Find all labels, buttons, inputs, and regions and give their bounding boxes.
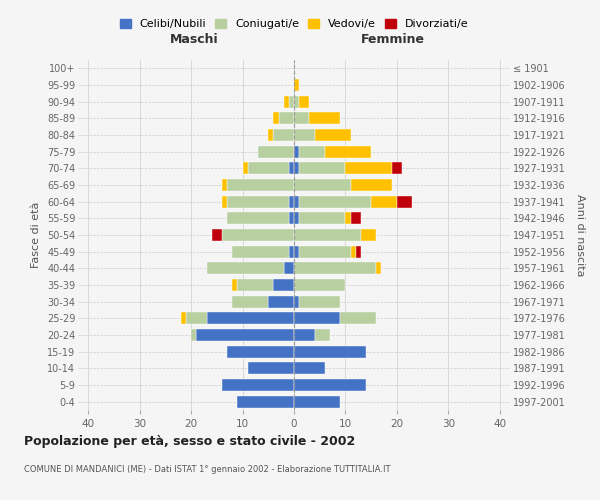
Text: Femmine: Femmine (361, 33, 425, 46)
Bar (284, 96, 289, 108)
Bar (299, 146, 325, 158)
Bar (268, 129, 274, 141)
Bar (186, 312, 206, 324)
Bar (350, 179, 392, 191)
Y-axis label: Anni di nascita: Anni di nascita (575, 194, 585, 276)
Bar (274, 129, 294, 141)
Bar (222, 179, 227, 191)
Bar (294, 296, 299, 308)
Bar (289, 196, 294, 207)
Bar (294, 246, 299, 258)
Bar (340, 312, 376, 324)
Bar (294, 279, 346, 291)
Text: Popolazione per età, sesso e stato civile - 2002: Popolazione per età, sesso e stato civil… (24, 435, 355, 448)
Bar (238, 396, 294, 407)
Bar (227, 179, 294, 191)
Bar (294, 379, 366, 391)
Bar (299, 246, 350, 258)
Bar (238, 279, 274, 291)
Bar (222, 196, 227, 207)
Bar (294, 129, 314, 141)
Bar (248, 162, 289, 174)
Bar (294, 262, 376, 274)
Y-axis label: Fasce di età: Fasce di età (31, 202, 41, 268)
Bar (294, 312, 340, 324)
Text: Maschi: Maschi (170, 33, 219, 46)
Bar (392, 162, 402, 174)
Bar (299, 296, 340, 308)
Bar (278, 112, 294, 124)
Bar (325, 146, 371, 158)
Bar (314, 129, 350, 141)
Bar (314, 329, 330, 341)
Bar (284, 262, 294, 274)
Bar (212, 229, 222, 241)
Bar (294, 229, 361, 241)
Bar (268, 296, 294, 308)
Bar (274, 279, 294, 291)
Bar (242, 162, 248, 174)
Bar (299, 196, 371, 207)
Bar (294, 96, 299, 108)
Bar (232, 279, 238, 291)
Bar (361, 229, 376, 241)
Bar (294, 79, 299, 91)
Bar (294, 146, 299, 158)
Bar (310, 112, 340, 124)
Bar (222, 379, 294, 391)
Bar (294, 162, 299, 174)
Bar (299, 96, 310, 108)
Bar (376, 262, 382, 274)
Bar (294, 112, 310, 124)
Bar (397, 196, 412, 207)
Bar (227, 346, 294, 358)
Bar (294, 396, 340, 407)
Bar (206, 312, 294, 324)
Bar (191, 329, 196, 341)
Bar (294, 196, 299, 207)
Bar (232, 246, 289, 258)
Bar (258, 146, 294, 158)
Legend: Celibi/Nubili, Coniugati/e, Vedovi/e, Divorziati/e: Celibi/Nubili, Coniugati/e, Vedovi/e, Di… (118, 16, 470, 32)
Bar (206, 262, 284, 274)
Bar (350, 246, 356, 258)
Bar (350, 212, 361, 224)
Bar (289, 246, 294, 258)
Bar (289, 212, 294, 224)
Bar (299, 212, 346, 224)
Bar (274, 112, 278, 124)
Bar (294, 362, 325, 374)
Bar (294, 329, 314, 341)
Bar (294, 212, 299, 224)
Bar (294, 179, 350, 191)
Bar (299, 162, 346, 174)
Bar (356, 246, 361, 258)
Bar (227, 212, 289, 224)
Bar (181, 312, 186, 324)
Bar (346, 212, 350, 224)
Bar (289, 162, 294, 174)
Bar (196, 329, 294, 341)
Bar (294, 346, 366, 358)
Bar (346, 162, 392, 174)
Bar (289, 96, 294, 108)
Bar (371, 196, 397, 207)
Bar (222, 229, 294, 241)
Bar (227, 196, 289, 207)
Text: COMUNE DI MANDANICI (ME) - Dati ISTAT 1° gennaio 2002 - Elaborazione TUTTITALIA.: COMUNE DI MANDANICI (ME) - Dati ISTAT 1°… (24, 465, 391, 474)
Bar (232, 296, 268, 308)
Bar (248, 362, 294, 374)
